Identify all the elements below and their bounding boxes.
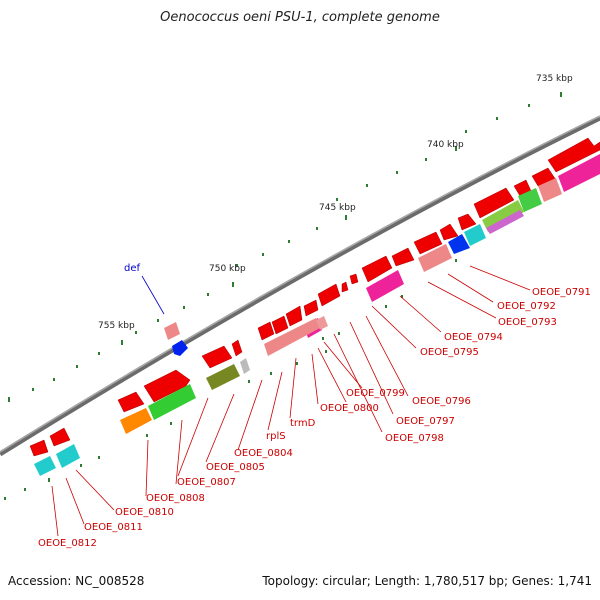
gene-arrow [143,369,191,403]
genome-backbone-highlight [0,115,600,453]
label-OEOE_0804: OEOE_0804 [234,448,293,459]
gene-arrow [29,439,49,457]
ruler-label-735: 735 kbp [536,74,573,84]
gene-arrow [257,321,275,341]
label-OEOE_0812: OEOE_0812 [38,538,97,549]
gene-arrow [473,187,515,219]
gene-arrow [361,255,393,283]
label-OEOE_0808: OEOE_0808 [146,493,205,504]
genome-backbone [0,115,600,457]
cog-box [448,234,470,254]
label-OEOE_0800: OEOE_0800 [320,403,379,414]
cog-box [120,408,152,434]
gene-arrow [285,305,303,327]
label-trmD: trmD [290,418,316,429]
cog-box [482,200,524,232]
cog-box [316,316,328,330]
cog-box [56,444,80,468]
label-OEOE_0799: OEOE_0799 [346,388,405,399]
gene-labels: OEOE_0791 OEOE_0792 OEOE_0793 OEOE_0794 … [38,287,591,549]
label-OEOE_0791: OEOE_0791 [532,287,591,298]
def-gene-arrow [172,340,188,356]
gene-arrow [439,223,459,241]
label-leaders [51,265,531,537]
label-rplS: rplS [266,431,286,442]
label-OEOE_0792: OEOE_0792 [497,301,556,312]
gene-arrow [231,339,243,357]
label-OEOE_0797: OEOE_0797 [396,416,455,427]
gene-arrow [49,427,71,447]
cog-boxes [34,154,600,476]
gene-arrow [317,283,341,307]
ruler-labels: 735 kbp 740 kbp 745 kbp 750 kbp 755 kbp [98,74,573,331]
label-OEOE_0798: OEOE_0798 [385,433,444,444]
gene-arrow [457,213,477,231]
label-OEOE_0796: OEOE_0796 [412,396,471,407]
ruler-label-740: 740 kbp [427,140,464,150]
def-gene: def [124,263,188,356]
cog-box [486,210,524,234]
cog-box [264,318,320,356]
forward-genes [29,137,600,457]
topology-summary: Topology: circular; Length: 1,780,517 bp… [262,574,592,588]
cog-box [558,154,600,192]
cog-box [538,178,562,202]
def-label: def [124,263,141,274]
cog-box [418,244,452,272]
def-gene-box [164,322,180,340]
gene-arrow [201,345,233,369]
gene-arrow [303,299,319,317]
page-title: Oenococcus oeni PSU-1, complete genome [160,10,440,25]
gene-arrow [117,391,145,413]
label-OEOE_0793: OEOE_0793 [498,317,557,328]
ruler-label-750: 750 kbp [209,264,246,274]
label-OEOE_0807: OEOE_0807 [177,477,236,488]
def-leader [141,275,165,315]
label-OEOE_0794: OEOE_0794 [444,332,503,343]
gene-arrow [413,231,443,255]
label-OEOE_0805: OEOE_0805 [206,462,265,473]
ruler-label-745: 745 kbp [319,203,356,213]
cog-box [206,364,240,390]
gene-arrow [349,273,359,285]
gene-arrow [547,137,600,173]
label-OEOE_0795: OEOE_0795 [420,347,479,358]
gene-arrow [391,247,415,267]
label-OEOE_0811: OEOE_0811 [84,522,143,533]
cog-box [518,188,542,212]
cog-box [240,358,250,374]
label-OEOE_0810: OEOE_0810 [115,507,174,518]
gene-arrow [341,281,349,293]
gene-arrow [271,315,289,335]
cog-box [148,384,196,420]
ruler-label-755: 755 kbp [98,321,135,331]
cog-box [464,224,486,246]
accession-text: Accession: NC_008528 [8,574,145,588]
cog-box [366,270,404,302]
cog-box [34,456,56,476]
